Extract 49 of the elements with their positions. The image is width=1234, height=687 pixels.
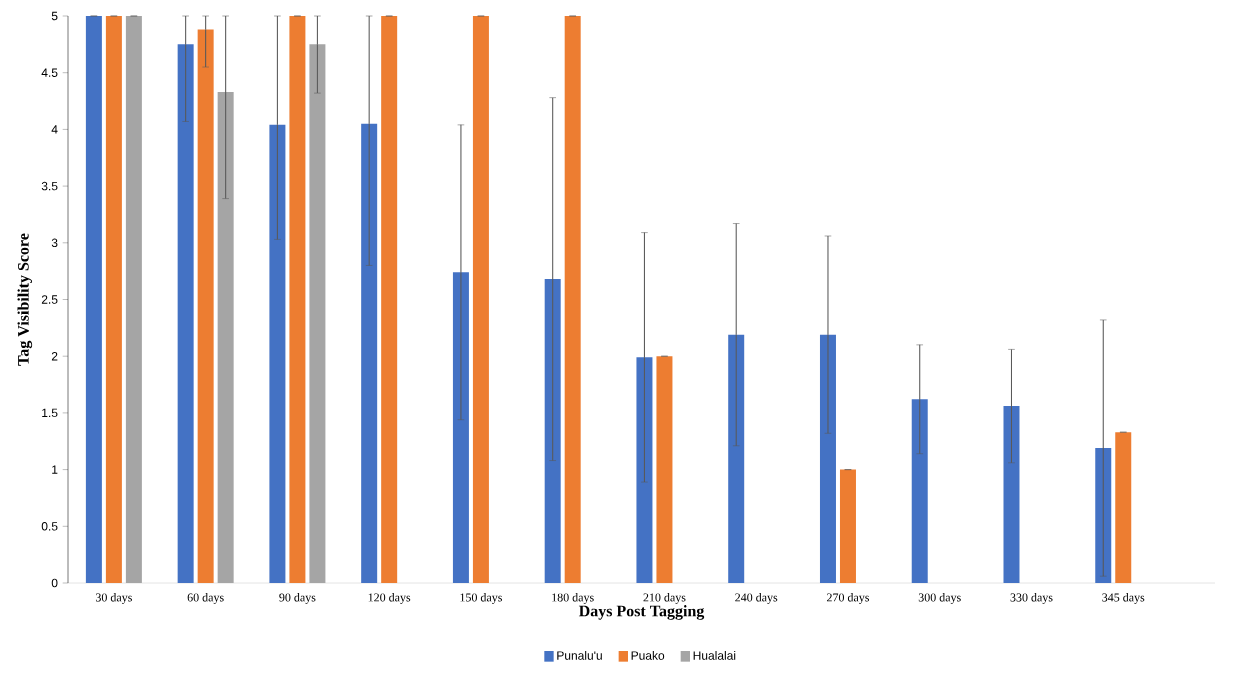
y-tick-label: 2 <box>51 352 58 361</box>
bar <box>819 334 836 583</box>
legend-label: Punalu'u <box>557 650 602 660</box>
y-tick-label: 0.5 <box>41 522 58 531</box>
bar <box>289 16 306 583</box>
y-tick-label: 3 <box>51 238 58 248</box>
bar <box>564 16 581 583</box>
x-tick-label: 90 days <box>279 593 316 604</box>
bar <box>472 16 489 583</box>
x-tick-label: 210 days <box>643 593 686 604</box>
x-tick-label: 30 days <box>95 593 132 604</box>
bar <box>839 469 856 583</box>
x-axis-title: Days Post Tagging <box>578 605 705 620</box>
y-axis-title: Tag Visibility Score <box>17 233 33 366</box>
x-tick-label: 240 days <box>735 593 778 604</box>
bar <box>452 272 469 583</box>
bar <box>197 29 214 583</box>
bar <box>381 16 398 583</box>
bar <box>217 91 234 583</box>
legend-label: Puako <box>631 650 665 660</box>
bar <box>309 44 326 583</box>
x-tick-label: 60 days <box>187 593 224 604</box>
x-tick-label: 150 days <box>460 593 502 604</box>
y-tick-label: 1.5 <box>42 408 58 418</box>
bar <box>911 399 928 583</box>
y-tick-label: 2.5 <box>41 295 58 304</box>
y-tick-label: 4.5 <box>41 68 58 77</box>
bar <box>177 44 194 583</box>
y-tick-label: 1 <box>52 465 58 474</box>
bar <box>1115 432 1132 583</box>
x-tick-label: 120 days <box>368 593 411 604</box>
bar <box>656 356 673 583</box>
bar <box>85 16 102 583</box>
x-tick-label: 300 days <box>918 593 961 604</box>
x-tick-label: 180 days <box>552 593 594 604</box>
bar <box>361 123 378 583</box>
y-tick-label: 0 <box>51 578 58 588</box>
bar <box>125 16 142 583</box>
x-tick-label: 330 days <box>1010 593 1053 604</box>
bar <box>105 16 122 583</box>
y-tick-label: 5 <box>51 11 58 21</box>
x-tick-label: 270 days <box>827 593 870 604</box>
y-tick-label: 4 <box>51 125 58 134</box>
bar <box>269 124 286 583</box>
bar <box>728 334 745 583</box>
bar <box>1003 406 1020 583</box>
x-tick-label: 345 days <box>1102 593 1145 604</box>
legend-label: Hualalai <box>693 650 736 660</box>
y-tick-label: 3.5 <box>41 181 58 191</box>
